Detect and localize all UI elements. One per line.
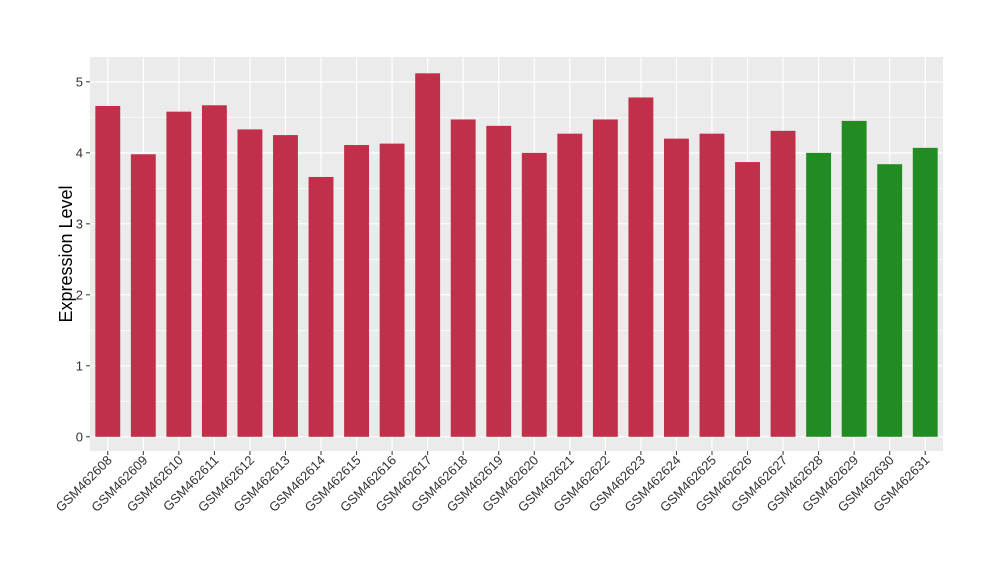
bar-GSM462629 <box>841 120 867 437</box>
bar-GSM462623 <box>628 97 654 437</box>
bar-GSM462619 <box>486 125 512 437</box>
bar-GSM462626 <box>735 162 760 437</box>
bar-GSM462624 <box>663 138 689 437</box>
y-tick-label: 0 <box>76 429 83 444</box>
bars-group <box>95 73 938 437</box>
y-tick-label: 5 <box>76 74 83 89</box>
bar-GSM462616 <box>379 143 405 437</box>
y-tick-label: 1 <box>76 358 83 373</box>
bar-GSM462613 <box>273 135 298 437</box>
bar-GSM462622 <box>592 119 618 437</box>
bar-GSM462631 <box>912 147 938 437</box>
y-tick-label: 4 <box>76 145 83 160</box>
y-tick-label: 2 <box>76 287 83 302</box>
plot-panel <box>90 57 943 451</box>
y-axis: 0 1 2 3 4 5 <box>76 74 90 444</box>
bar-GSM462610 <box>166 111 192 437</box>
bar-GSM462625 <box>699 133 725 437</box>
bar-GSM462608 <box>95 105 121 437</box>
bar-GSM462628 <box>806 152 832 437</box>
bar-GSM462618 <box>450 119 476 437</box>
bar-GSM462612 <box>237 129 263 437</box>
bar-GSM462621 <box>557 133 583 437</box>
bar-GSM462630 <box>877 164 903 437</box>
y-axis-title: Expression Level <box>56 185 76 322</box>
y-tick-label: 3 <box>76 216 83 231</box>
bar-GSM462617 <box>415 73 441 437</box>
bar-GSM462609 <box>130 154 156 437</box>
bar-GSM462620 <box>521 152 547 437</box>
bar-GSM462611 <box>201 105 227 437</box>
bar-GSM462627 <box>770 130 796 437</box>
x-axis: GSM462608GSM462609GSM462610GSM462611GSM4… <box>53 451 932 515</box>
bar-GSM462615 <box>344 145 370 437</box>
bar-GSM462614 <box>308 176 334 437</box>
